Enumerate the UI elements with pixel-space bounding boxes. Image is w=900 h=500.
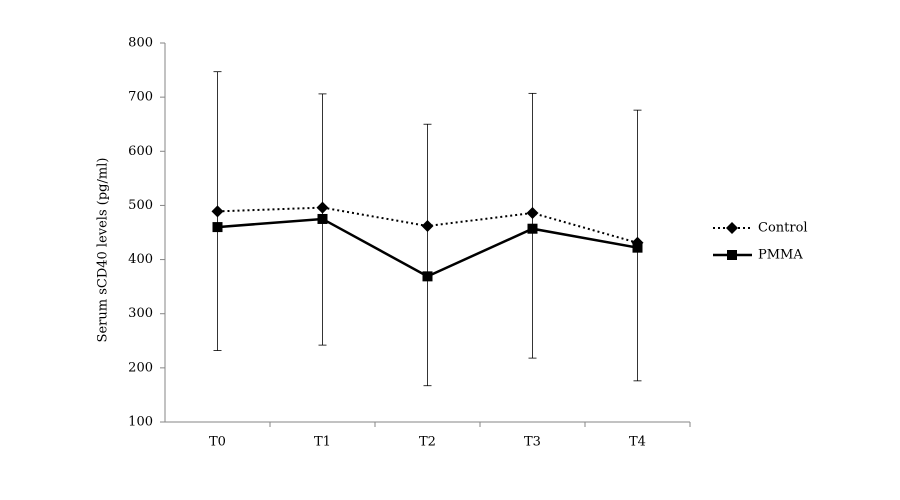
y-tick-label: 800 (128, 36, 153, 51)
y-axis-label: Serum sCD40 levels (pg/ml) (96, 158, 111, 343)
y-tick-label: 400 (128, 252, 153, 267)
marker (316, 201, 329, 214)
marker (526, 207, 539, 220)
marker (527, 223, 538, 234)
y-tick-label: 300 (128, 306, 153, 321)
marker (211, 205, 224, 218)
y-tick-label: 500 (128, 198, 153, 213)
legend-label: PMMA (758, 248, 803, 263)
x-tick-label: T2 (419, 435, 436, 450)
x-tick-label: T3 (524, 435, 541, 450)
marker (632, 242, 643, 253)
marker (421, 220, 434, 233)
y-tick-label: 200 (128, 360, 153, 375)
y-tick-label: 600 (128, 144, 153, 159)
marker (317, 213, 328, 224)
x-tick-label: T1 (314, 435, 331, 450)
x-tick-label: T0 (209, 435, 226, 450)
y-tick-label: 100 (128, 415, 153, 430)
x-tick-label: T4 (629, 435, 646, 450)
marker (726, 222, 738, 234)
marker (212, 222, 223, 233)
marker (727, 250, 737, 260)
y-tick-label: 700 (128, 90, 153, 105)
legend-label: Control (758, 221, 808, 236)
marker (422, 271, 433, 282)
